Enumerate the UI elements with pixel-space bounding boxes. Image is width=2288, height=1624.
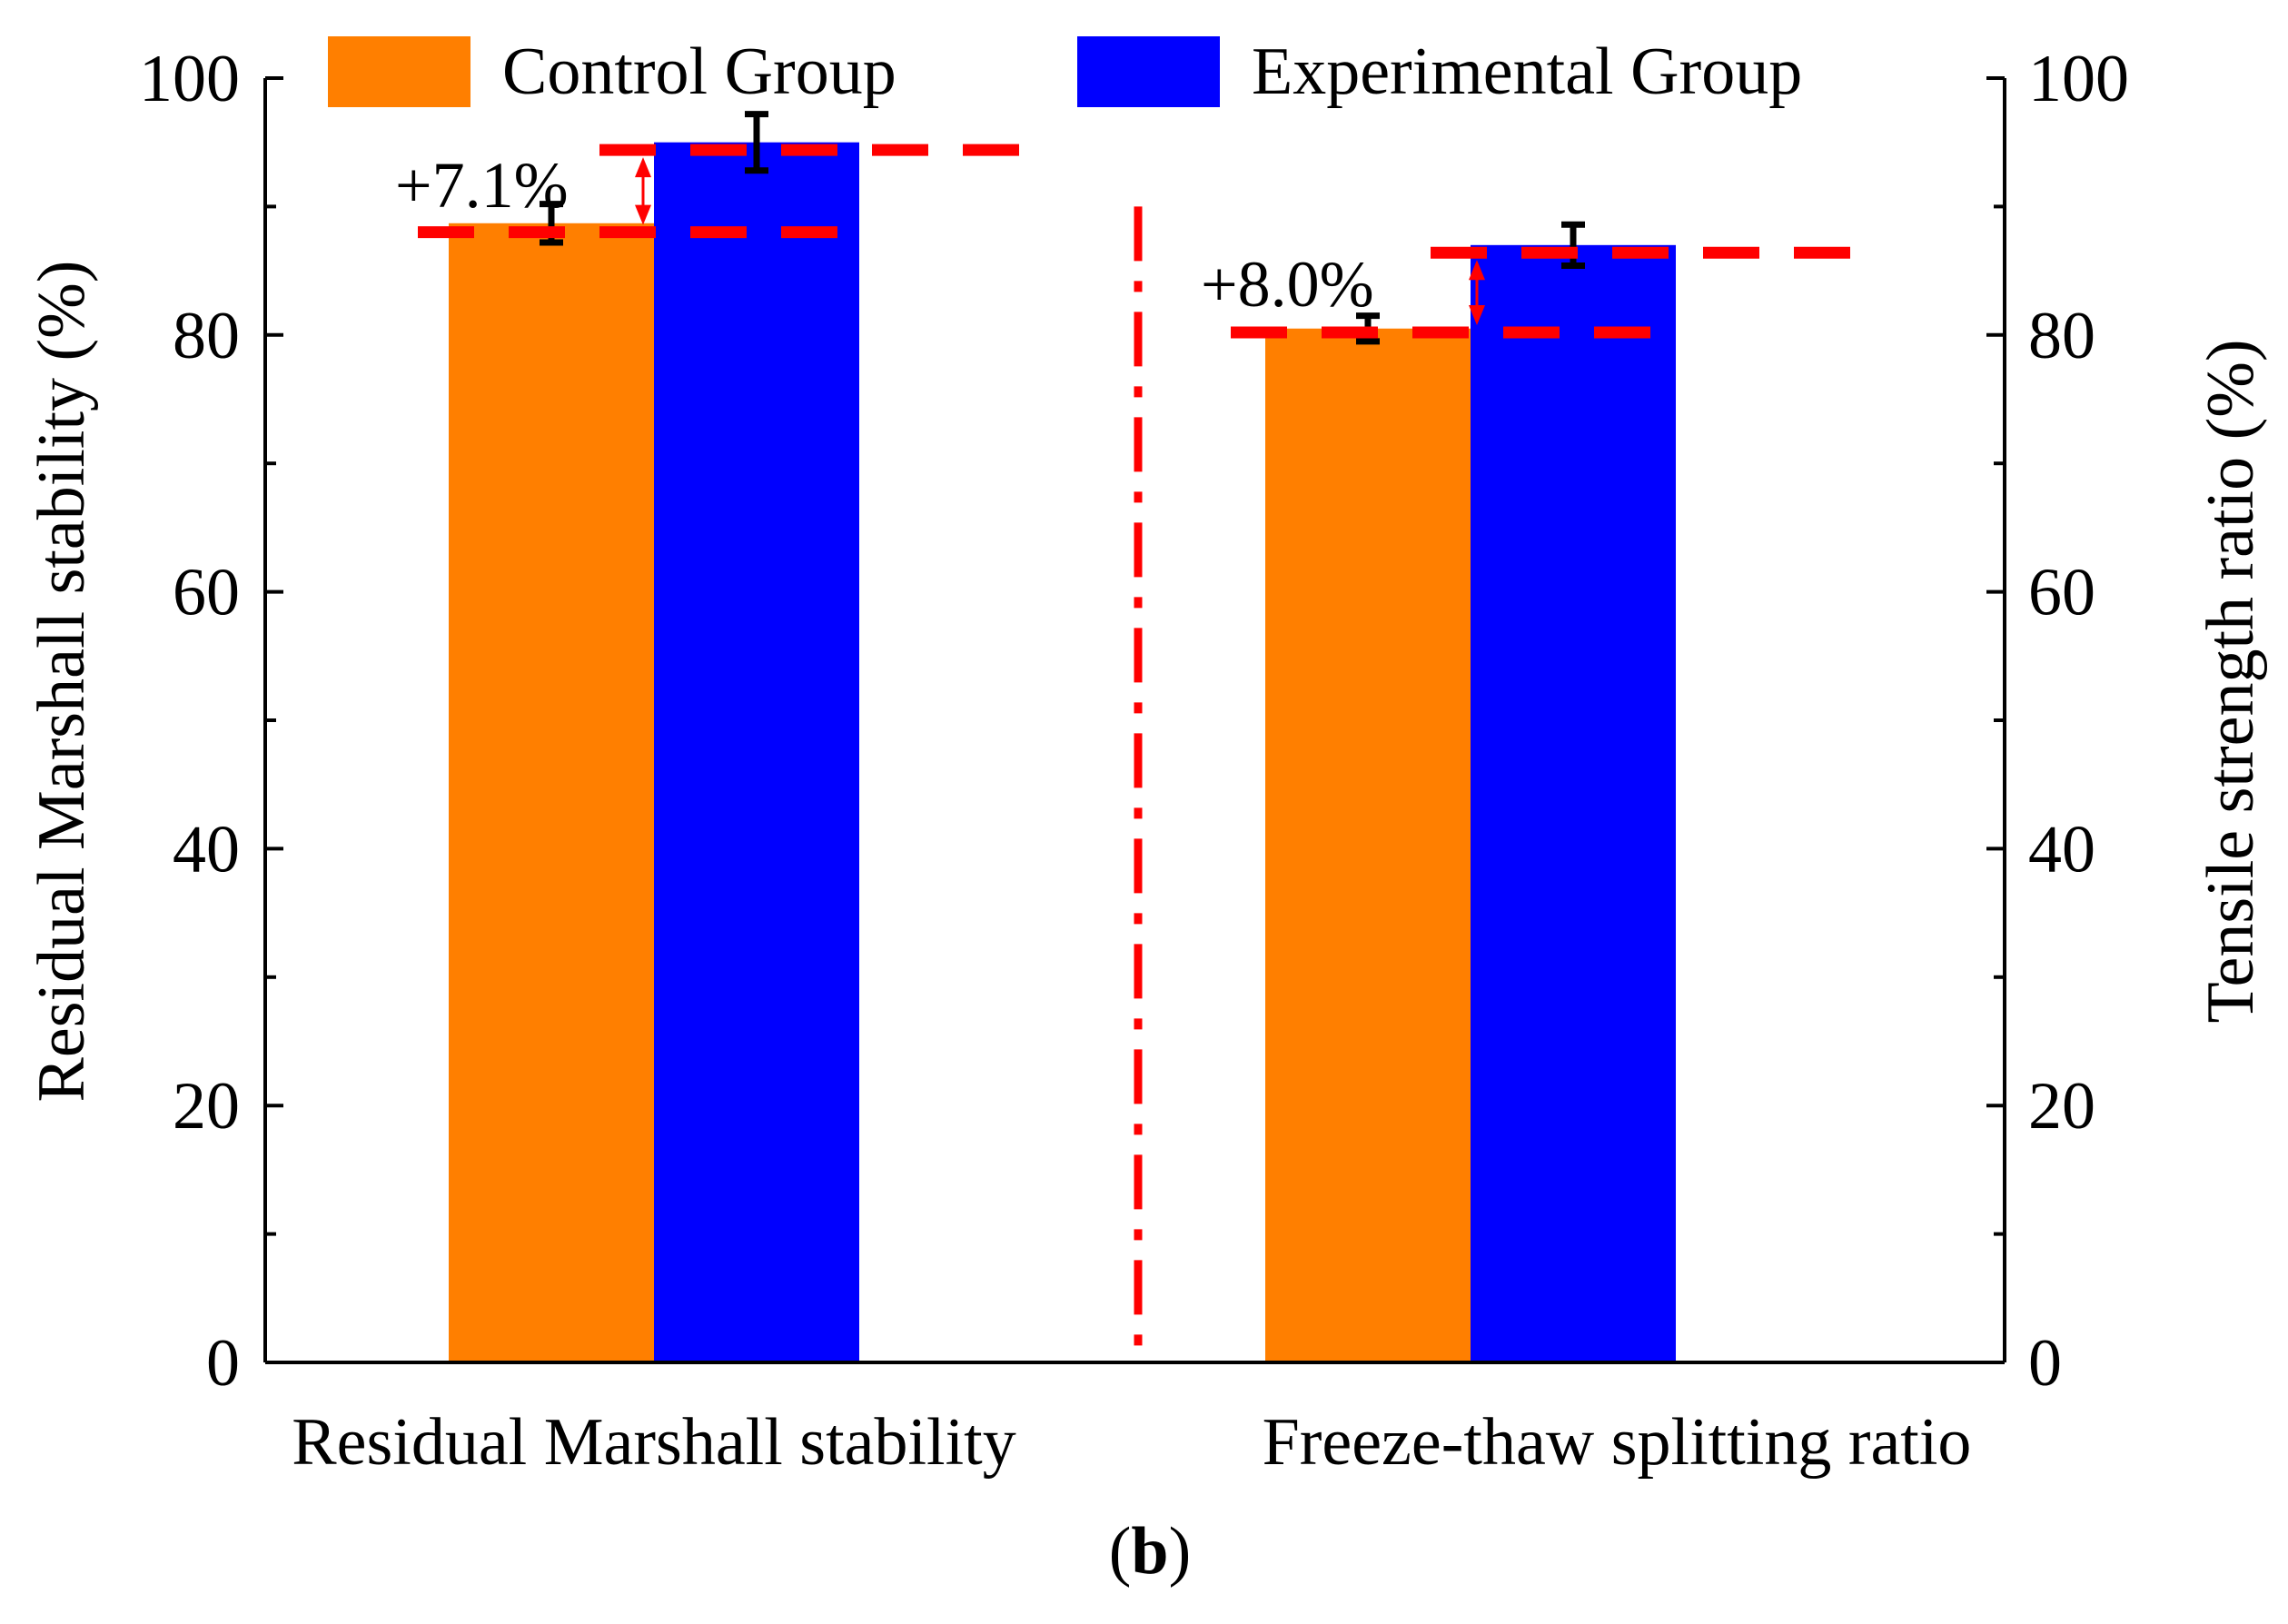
legend-label-control-group: Control Group <box>502 35 896 109</box>
y-tick-label-right-100: 100 <box>2028 42 2129 116</box>
y-tick-label-left-100: 100 <box>139 42 240 116</box>
bar-control-group-freeze-thaw-splitting-ratio <box>1265 328 1471 1363</box>
y-tick-label-right-60: 60 <box>2028 556 2095 630</box>
y-tick-label-left-40: 40 <box>173 812 240 886</box>
y-axis-title-right: Tensile strength ratio (%) <box>2194 339 2268 1023</box>
bar-experimental-group-residual-marshall-stability <box>654 142 859 1363</box>
bar-experimental-group-freeze-thaw-splitting-ratio <box>1471 244 1676 1362</box>
y-tick-label-right-80: 80 <box>2028 299 2095 373</box>
y-tick-label-left-20: 20 <box>173 1069 240 1144</box>
y-tick-label-right-0: 0 <box>2028 1326 2062 1401</box>
category-label-residual-marshall-stability: Residual Marshall stability <box>292 1405 1015 1480</box>
difference-label-freeze-thaw-splitting-ratio: +8.0% <box>1201 248 1374 321</box>
legend: Control Group Experimental Group <box>328 35 1802 109</box>
difference-arrowhead-top-residual-marshall-stability <box>635 157 651 178</box>
bar-control-group-residual-marshall-stability <box>449 223 654 1363</box>
y-tick-label-left-60: 60 <box>173 556 240 630</box>
difference-arrowhead-bottom-residual-marshall-stability <box>635 204 651 225</box>
legend-swatch-control-group <box>328 36 470 107</box>
category-label-freeze-thaw-splitting-ratio: Freeze-thaw splitting ratio <box>1263 1405 1972 1480</box>
difference-label-residual-marshall-stability: +7.1% <box>395 149 569 222</box>
y-tick-label-left-80: 80 <box>173 299 240 373</box>
difference-arrowhead-top-freeze-thaw-splitting-ratio <box>1469 260 1485 281</box>
y-tick-label-left-0: 0 <box>206 1326 240 1401</box>
difference-arrowhead-bottom-freeze-thaw-splitting-ratio <box>1469 304 1485 325</box>
legend-label-experimental-group: Experimental Group <box>1252 35 1802 109</box>
legend-swatch-experimental-group <box>1077 36 1220 107</box>
y-axis-title-left: Residual Marshall stability (%) <box>25 261 99 1103</box>
panel-label: (b) <box>1109 1514 1191 1589</box>
y-tick-label-right-40: 40 <box>2028 812 2095 886</box>
plot-area: 0 0 20 20 40 40 60 60 80 80 100 100 +7.1% +8.0% <box>139 42 2129 1401</box>
y-tick-label-right-20: 20 <box>2028 1069 2095 1144</box>
